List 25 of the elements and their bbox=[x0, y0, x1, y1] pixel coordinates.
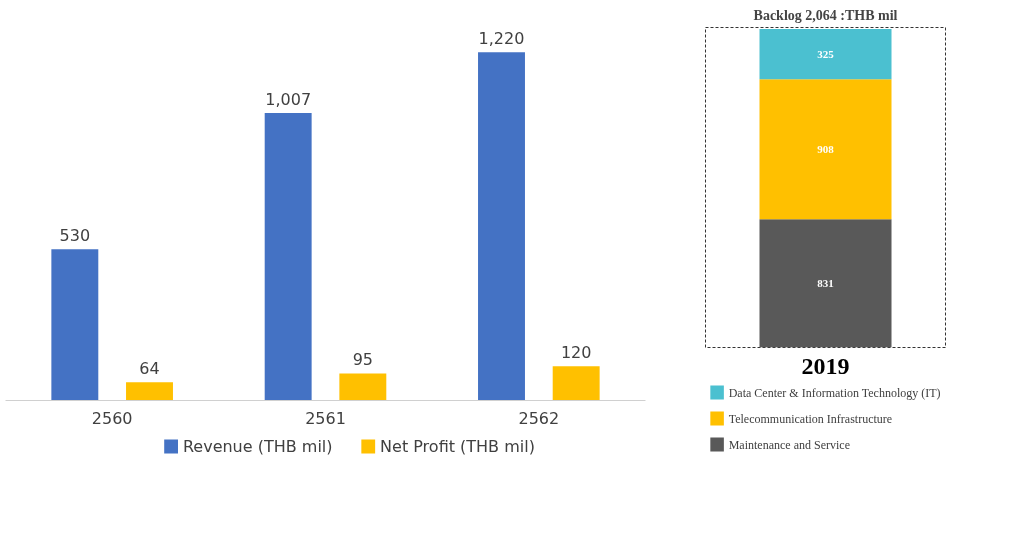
legend-label: Net Profit (THB mil) bbox=[380, 437, 535, 456]
bar bbox=[339, 373, 387, 401]
data-label: 64 bbox=[139, 359, 160, 379]
bar bbox=[478, 52, 525, 401]
legend-label: Revenue (THB mil) bbox=[182, 437, 333, 456]
bar bbox=[552, 366, 600, 401]
legend-label: Data Center & Information Technology (IT) bbox=[728, 385, 941, 400]
bar bbox=[51, 249, 99, 401]
bar bbox=[264, 113, 312, 401]
data-label: 1,007 bbox=[265, 90, 312, 110]
data-label: 908 bbox=[817, 142, 835, 155]
data-label: 1,220 bbox=[478, 29, 525, 49]
x-tick-label: 2019 bbox=[801, 352, 850, 379]
x-tick-label: 2561 bbox=[305, 408, 346, 428]
data-label: 831 bbox=[817, 276, 834, 289]
data-label: 530 bbox=[59, 226, 91, 246]
legend-label: Telecommunication Infrastructure bbox=[728, 411, 893, 426]
x-tick-label: 2562 bbox=[518, 408, 560, 428]
data-label: 95 bbox=[352, 350, 374, 370]
legend-label: Maintenance and Service bbox=[728, 437, 850, 452]
chart-title: Backlog 2,064 :THB mil bbox=[753, 7, 898, 23]
data-label: 120 bbox=[560, 343, 592, 363]
x-tick-label: 2560 bbox=[91, 408, 133, 428]
bar bbox=[126, 382, 173, 401]
data-label: 325 bbox=[817, 47, 835, 60]
